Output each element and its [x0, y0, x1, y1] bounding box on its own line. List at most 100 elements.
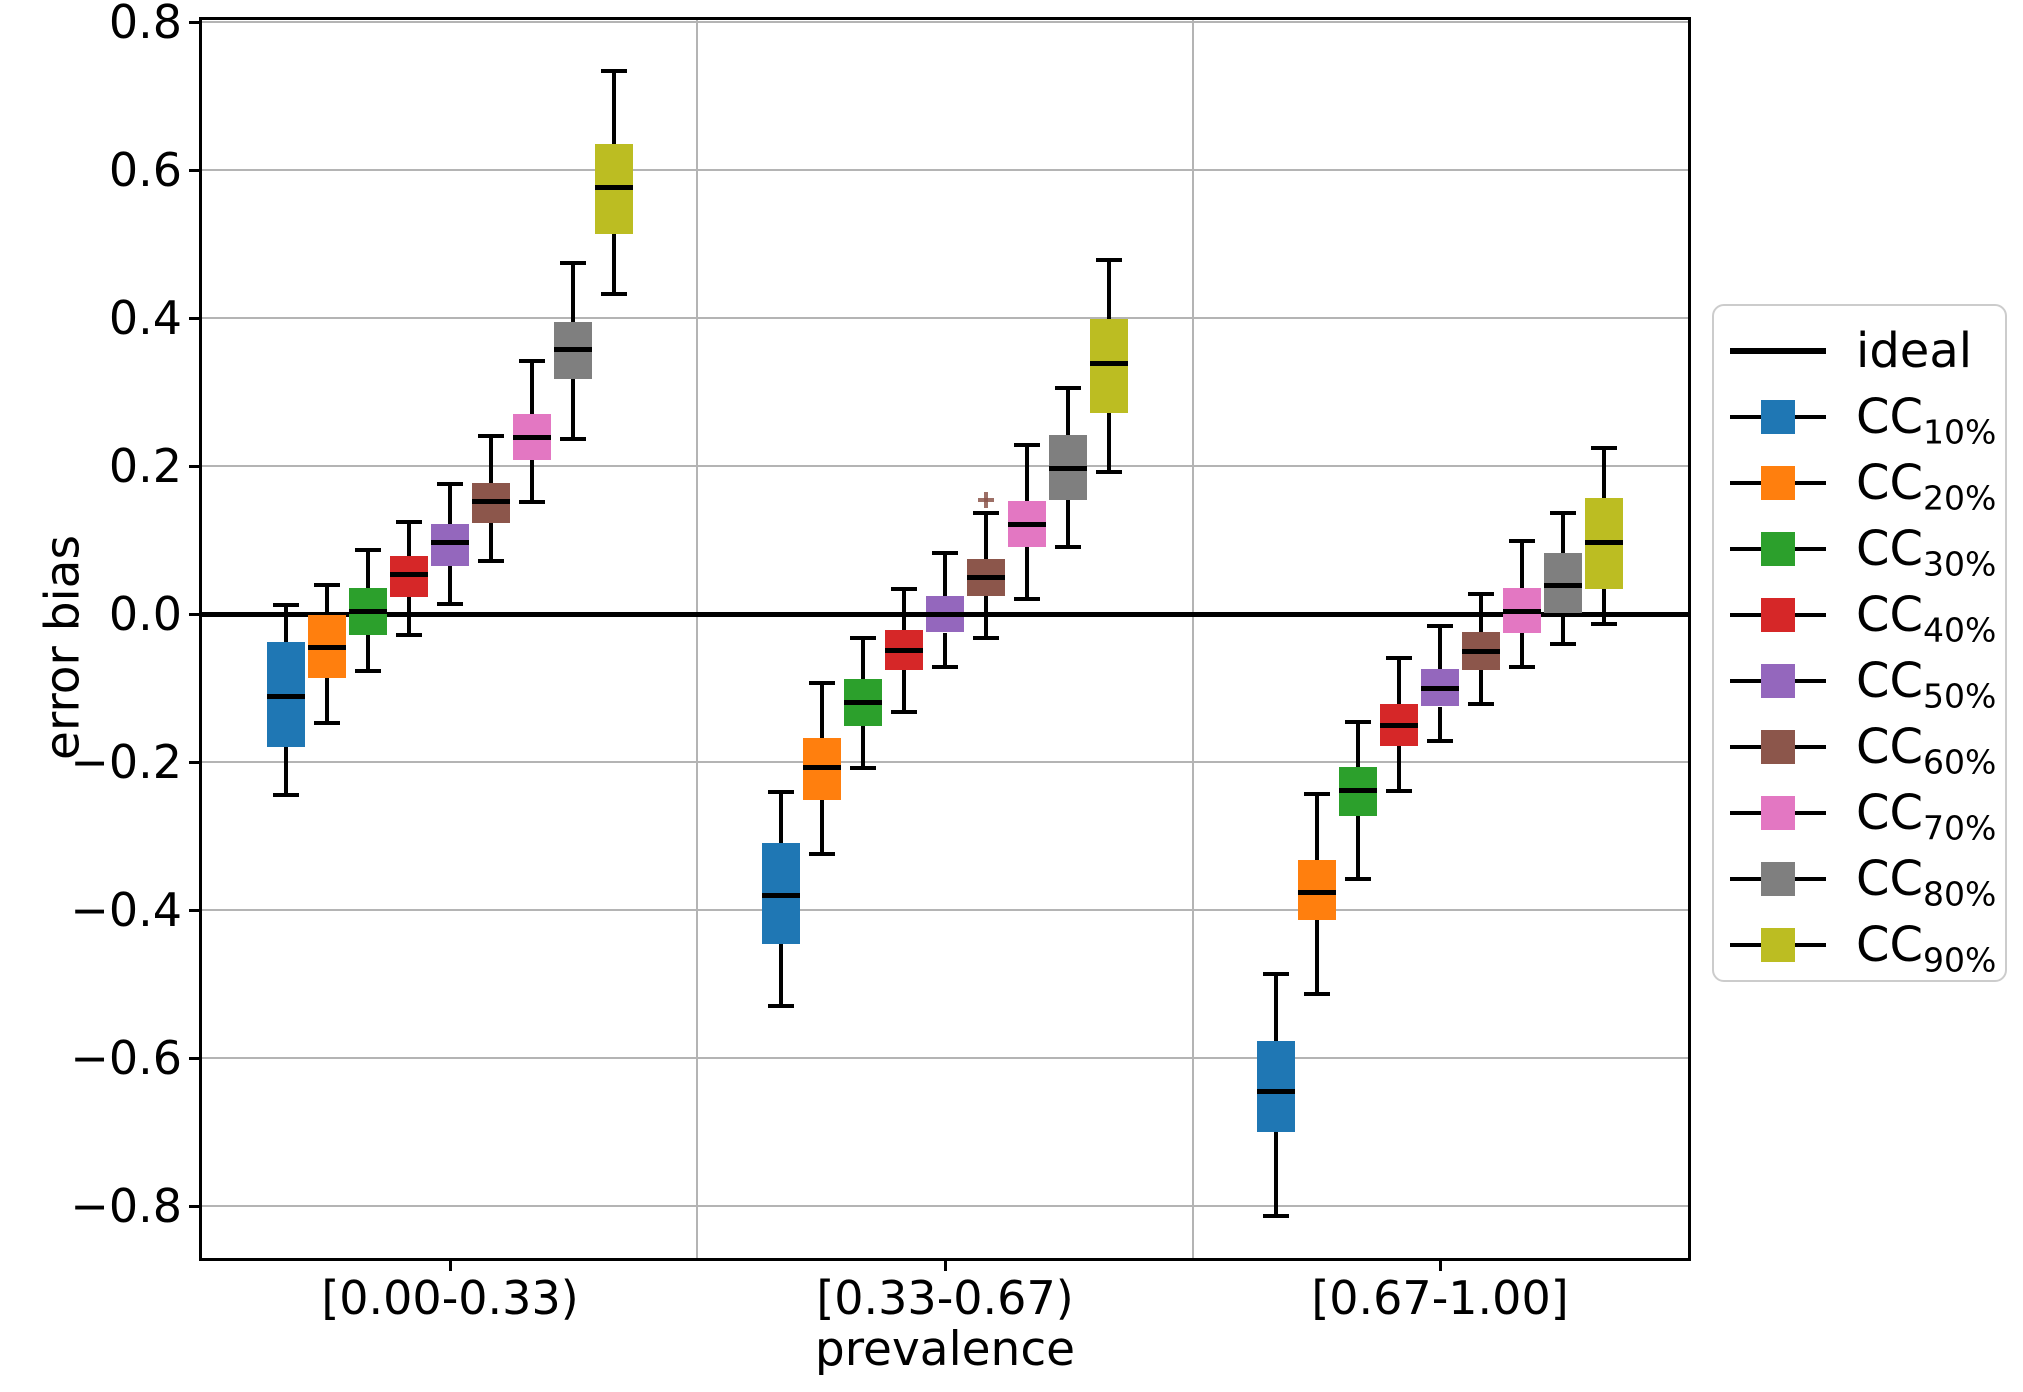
cc-30pct-lower-whisker-group-3 [1356, 816, 1360, 879]
cc-90pct-upper-cap-group-2 [1096, 257, 1122, 262]
cc-80pct-box-group-3 [1544, 553, 1582, 613]
y-gridline-−0.4 [202, 909, 1688, 911]
cc-10pct-upper-cap-group-1 [273, 603, 299, 608]
cc-90pct-upper-whisker-group-3 [1602, 448, 1606, 498]
cc-80pct-median-group-3 [1544, 583, 1582, 589]
cc-80pct-lower-cap-group-1 [560, 436, 586, 441]
cc-10pct-upper-whisker-group-1 [284, 605, 288, 643]
cc-10pct-median-group-1 [267, 694, 305, 700]
legend-series-subscript: 80% [1923, 874, 1997, 914]
x-tick-label-group-1: [0.00-0.33) [321, 1271, 579, 1325]
cc-80pct-upper-cap-group-2 [1055, 385, 1081, 390]
flier-plus-v [984, 492, 988, 509]
cc-90pct-lower-whisker-group-1 [612, 233, 616, 295]
y-tick-label-0.2: 0.2 [108, 439, 182, 493]
cc-80pct-upper-whisker-group-2 [1066, 387, 1070, 435]
cc-40pct-lower-whisker-group-2 [902, 670, 906, 713]
legend-series-name: CC [1856, 851, 1924, 907]
legend-marker-square [1761, 796, 1795, 830]
cc-60pct-upper-cap-group-1 [478, 434, 504, 439]
cc-70pct-lower-cap-group-2 [1014, 597, 1040, 602]
cc-60pct-lower-cap-group-1 [478, 559, 504, 564]
cc-70pct-lower-whisker-group-3 [1520, 633, 1524, 668]
cc-30pct-lower-cap-group-3 [1345, 876, 1371, 881]
cc-80pct-lower-whisker-group-2 [1066, 500, 1070, 547]
y-tick-mark-0.8 [189, 21, 202, 24]
legend-label-cc-20pct: CC20% [1856, 455, 1996, 515]
y-gridline-−0.6 [202, 1057, 1688, 1059]
cc-40pct-lower-cap-group-1 [396, 633, 422, 638]
cc-30pct-median-group-2 [844, 699, 882, 705]
cc-20pct-lower-cap-group-2 [809, 851, 835, 856]
y-tick-label-−0.4: −0.4 [70, 883, 182, 937]
cc-90pct-lower-whisker-group-3 [1602, 588, 1606, 624]
cc-20pct-median-group-1 [308, 644, 346, 650]
legend-series-subscript: 30% [1923, 544, 1997, 584]
cc-10pct-lower-cap-group-3 [1263, 1214, 1289, 1219]
legend-label-cc-80pct: CC80% [1856, 851, 1996, 911]
cc-70pct-upper-whisker-group-1 [530, 360, 534, 415]
y-tick-label-0.4: 0.4 [108, 291, 182, 345]
cc-90pct-lower-cap-group-1 [601, 292, 627, 297]
cc-40pct-upper-whisker-group-3 [1397, 658, 1401, 705]
cc-10pct-lower-cap-group-2 [768, 1004, 794, 1009]
cc-80pct-median-group-2 [1049, 465, 1087, 471]
cc-90pct-upper-whisker-group-1 [612, 70, 616, 145]
cc-30pct-median-group-3 [1339, 788, 1377, 794]
cc-90pct-lower-cap-group-3 [1591, 621, 1617, 626]
cc-20pct-median-group-3 [1298, 889, 1336, 895]
legend-series-subscript: 90% [1923, 940, 1997, 980]
cc-20pct-upper-whisker-group-2 [820, 682, 824, 738]
cc-20pct-median-group-2 [803, 765, 841, 771]
legend-item-cc-40pct: CC40% [1714, 582, 2005, 648]
cc-10pct-lower-whisker-group-3 [1274, 1132, 1278, 1217]
legend-series-subscript: 10% [1923, 412, 1997, 452]
cc-60pct-upper-whisker-group-2 [984, 512, 988, 560]
y-gridline-−0.2 [202, 761, 1688, 763]
cc-70pct-lower-cap-group-3 [1509, 665, 1535, 670]
legend-series-name: CC [1856, 785, 1924, 841]
cc-50pct-upper-cap-group-1 [437, 481, 463, 486]
cc-30pct-lower-whisker-group-1 [366, 634, 370, 671]
cc-70pct-marker-icon [1730, 796, 1826, 830]
legend-series-name: CC [1856, 653, 1924, 709]
cc-60pct-lower-whisker-group-2 [984, 596, 988, 639]
legend-series-name: CC [1856, 587, 1924, 643]
cc-70pct-upper-cap-group-1 [519, 358, 545, 363]
legend-label-cc-50pct: CC50% [1856, 653, 1996, 713]
legend-series-name: CC [1856, 389, 1924, 445]
legend-label-cc-60pct: CC60% [1856, 719, 1996, 779]
cc-30pct-upper-whisker-group-2 [861, 637, 865, 680]
legend-marker-square [1761, 532, 1795, 566]
y-tick-mark-−0.6 [189, 1057, 202, 1060]
legend-marker-square [1761, 928, 1795, 962]
cc-20pct-upper-cap-group-3 [1304, 791, 1330, 796]
cc-50pct-lower-whisker-group-3 [1438, 706, 1442, 741]
cc-40pct-marker-icon [1730, 598, 1826, 632]
cc-40pct-upper-whisker-group-2 [902, 588, 906, 631]
cc-80pct-upper-cap-group-1 [560, 261, 586, 266]
cc-30pct-upper-whisker-group-3 [1356, 722, 1360, 768]
legend-item-ideal: ideal [1714, 318, 2005, 384]
cc-50pct-upper-cap-group-2 [932, 550, 958, 555]
cc-70pct-median-group-2 [1008, 521, 1046, 527]
cc-90pct-lower-cap-group-2 [1096, 469, 1122, 474]
cc-10pct-lower-cap-group-1 [273, 793, 299, 798]
cc-40pct-median-group-1 [390, 572, 428, 578]
cc-20pct-upper-whisker-group-3 [1315, 793, 1319, 860]
cc-20pct-lower-whisker-group-1 [325, 678, 329, 723]
cc-50pct-box-group-1 [431, 523, 469, 566]
y-tick-mark-0.4 [189, 317, 202, 320]
cc-30pct-median-group-1 [349, 608, 387, 614]
cc-90pct-upper-cap-group-3 [1591, 446, 1617, 451]
cc-40pct-median-group-3 [1380, 722, 1418, 728]
cc-30pct-lower-cap-group-2 [850, 765, 876, 770]
legend: ideal CC10% CC20% CC30% CC40% CC50% CC60% CC70%… [1712, 304, 2007, 982]
cc-50pct-median-group-3 [1421, 686, 1459, 692]
cc-80pct-lower-whisker-group-3 [1561, 612, 1565, 645]
cc-90pct-marker-icon [1730, 928, 1826, 962]
cc-20pct-upper-whisker-group-1 [325, 585, 329, 615]
cc-50pct-marker-icon [1730, 664, 1826, 698]
y-gridline-0.2 [202, 465, 1688, 467]
cc-20pct-marker-icon [1730, 466, 1826, 500]
